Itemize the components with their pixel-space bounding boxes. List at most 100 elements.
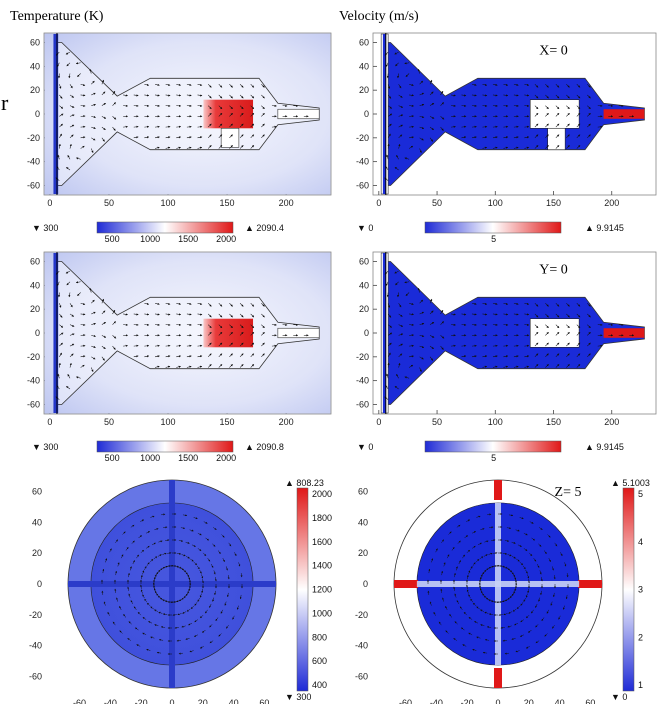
flow-arrow (207, 557, 211, 562)
flow-arrow (468, 617, 473, 620)
flow-arrow (519, 517, 524, 520)
flow-arrow (177, 566, 182, 569)
flow-arrow (503, 313, 509, 316)
flow-arrow (152, 582, 155, 587)
flow-arrow (67, 373, 71, 379)
flow-arrow (137, 612, 142, 616)
flow-arrow (140, 549, 144, 554)
flow-arrow (576, 331, 581, 336)
y-tick-label: 20 (32, 548, 42, 558)
x-tick-label: -60 (399, 698, 412, 704)
flow-arrow (409, 302, 414, 306)
flow-arrow (68, 292, 71, 298)
flow-arrow (545, 364, 549, 368)
flow-arrow (503, 566, 508, 569)
flow-arrow (144, 302, 150, 305)
flow-arrow (75, 62, 81, 65)
flow-arrow (472, 648, 477, 651)
flow-arrow (261, 94, 265, 99)
y-tick-label: 20 (30, 304, 40, 314)
flow-arrow (226, 624, 229, 629)
flow-arrow (545, 145, 549, 149)
flow-arrow (503, 136, 509, 139)
flow-arrow (478, 582, 481, 587)
x-tick-label: -40 (430, 698, 443, 704)
flow-arrow (127, 638, 132, 641)
flow-arrow (75, 281, 81, 284)
flow-arrow (408, 145, 414, 149)
flow-arrow (65, 51, 71, 55)
flow-arrow (566, 84, 570, 88)
flow-arrow (524, 365, 530, 368)
flow-arrow (199, 646, 204, 649)
flow-arrow (145, 545, 150, 549)
flow-arrow (186, 355, 192, 358)
flow-arrow (499, 600, 504, 603)
x-tick-label: 60 (585, 698, 595, 704)
flow-arrow (504, 539, 510, 542)
flow-arrow (189, 650, 194, 653)
y-tick-label: -20 (356, 133, 369, 143)
flow-arrow (538, 597, 541, 602)
flow-arrow (505, 598, 509, 602)
flow-arrow (165, 365, 171, 368)
flow-arrow (80, 94, 86, 97)
flow-arrow (419, 334, 425, 338)
flow-arrow (197, 597, 200, 602)
flow-arrow (503, 83, 509, 86)
flow-arrow (566, 112, 570, 117)
flow-arrow (80, 313, 86, 316)
flow-arrow (239, 112, 244, 117)
flow-arrow (154, 136, 160, 139)
flow-arrow (201, 574, 204, 579)
flow-arrow (534, 303, 539, 307)
flow-arrow (440, 309, 444, 315)
flow-arrow (207, 94, 212, 99)
flow-arrow (105, 558, 108, 563)
insert-region (529, 318, 580, 348)
flow-arrow (75, 157, 81, 160)
flow-arrow (59, 342, 63, 347)
flow-arrow (492, 302, 498, 305)
flow-arrow (153, 556, 158, 560)
y-tick-label: 40 (359, 61, 369, 71)
flow-arrow (503, 94, 509, 97)
flow-arrow (576, 364, 581, 368)
flow-arrow (215, 617, 219, 622)
section-annotation: Z= 5 (555, 485, 582, 500)
flow-arrow (482, 83, 488, 86)
x-tick-label: 0 (376, 198, 381, 208)
flow-arrow (232, 615, 235, 620)
flow-arrow (59, 332, 64, 336)
flow-arrow (59, 105, 64, 109)
flow-arrow (229, 324, 233, 329)
flow-arrow (513, 94, 519, 97)
flow-arrow (218, 364, 223, 368)
flow-arrow (492, 355, 498, 358)
flow-arrow (385, 62, 389, 68)
flow-arrow (207, 331, 212, 336)
flow-arrow (565, 594, 568, 600)
flow-arrow (65, 270, 71, 274)
flow-arrow (428, 568, 431, 574)
flow-arrow (190, 558, 194, 562)
flow-arrow (154, 302, 160, 305)
flow-arrow (239, 123, 244, 128)
flow-arrow (527, 588, 530, 594)
flow-arrow (189, 529, 194, 532)
flow-arrow (513, 302, 519, 305)
flow-arrow (429, 79, 433, 85)
flow-arrow (261, 84, 265, 88)
flow-arrow (190, 605, 195, 609)
flow-arrow (212, 597, 215, 602)
flow-arrow (520, 602, 524, 606)
flow-arrow (534, 134, 539, 139)
flow-arrow (429, 116, 435, 119)
flow-arrow (112, 102, 116, 106)
colorbar-tick: 1200 (312, 585, 332, 595)
flow-arrow (409, 136, 414, 139)
flow-arrow (419, 103, 425, 107)
flow-arrow (479, 588, 483, 593)
